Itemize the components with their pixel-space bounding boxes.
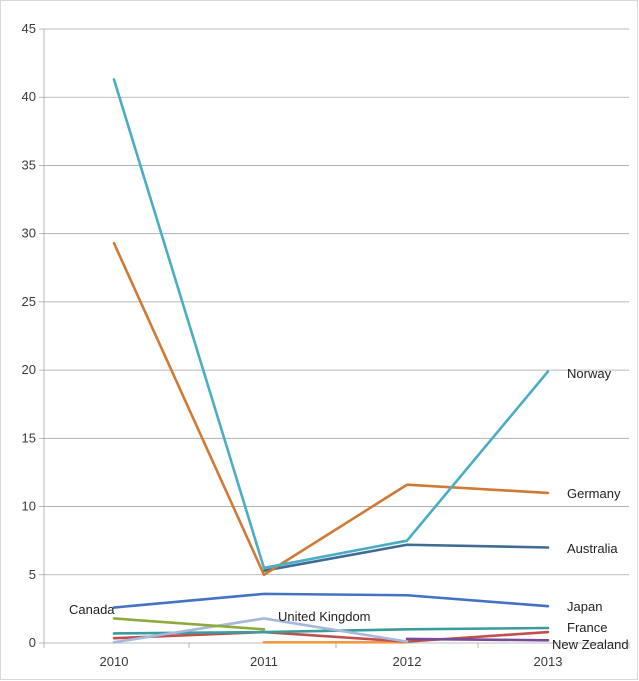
y-tick-label: 35 bbox=[22, 157, 36, 172]
y-tick-label: 30 bbox=[22, 226, 36, 241]
series-label-new-zealand: New Zealand bbox=[552, 637, 629, 652]
y-tick-label: 20 bbox=[22, 362, 36, 377]
series-label-france: France bbox=[567, 620, 607, 635]
series-label-norway: Norway bbox=[567, 366, 612, 381]
y-tick-label: 40 bbox=[22, 89, 36, 104]
series-line-japan bbox=[112, 592, 550, 609]
y-tick-label: 0 bbox=[29, 635, 36, 650]
series-label-japan: Japan bbox=[567, 599, 602, 614]
series-line-unlabeled-8 bbox=[112, 630, 550, 643]
y-tick-label: 25 bbox=[22, 294, 36, 309]
series-line-norway bbox=[112, 78, 550, 570]
series-label-germany: Germany bbox=[567, 486, 621, 501]
x-axis-ticks: 2010 2011 2012 2013 bbox=[100, 654, 563, 669]
x-tick-label: 2011 bbox=[250, 654, 278, 669]
y-axis-ticks: 0 5 10 15 20 25 30 35 40 45 bbox=[22, 21, 36, 650]
y-tick-label: 15 bbox=[22, 430, 36, 445]
series-label-united-kingdom: United Kingdom bbox=[278, 609, 371, 624]
series-line-united-kingdom bbox=[112, 617, 409, 644]
series-line-canada bbox=[112, 617, 266, 631]
series-label-australia: Australia bbox=[567, 541, 618, 556]
series-line-australia bbox=[262, 543, 550, 572]
series-lines bbox=[112, 78, 550, 644]
gridlines bbox=[39, 28, 630, 648]
y-tick-label: 10 bbox=[22, 499, 36, 514]
series-line-new-zealand bbox=[405, 637, 550, 642]
series-labels: Norway Germany Australia Japan Canada United … bbox=[69, 366, 629, 652]
x-tick-label: 2012 bbox=[393, 654, 422, 669]
series-line-germany bbox=[112, 241, 550, 577]
y-tick-label: 45 bbox=[22, 21, 36, 36]
y-tick-label: 5 bbox=[29, 567, 36, 582]
series-label-canada: Canada bbox=[69, 602, 115, 617]
x-tick-label: 2010 bbox=[100, 654, 129, 669]
x-tick-label: 2013 bbox=[534, 654, 563, 669]
